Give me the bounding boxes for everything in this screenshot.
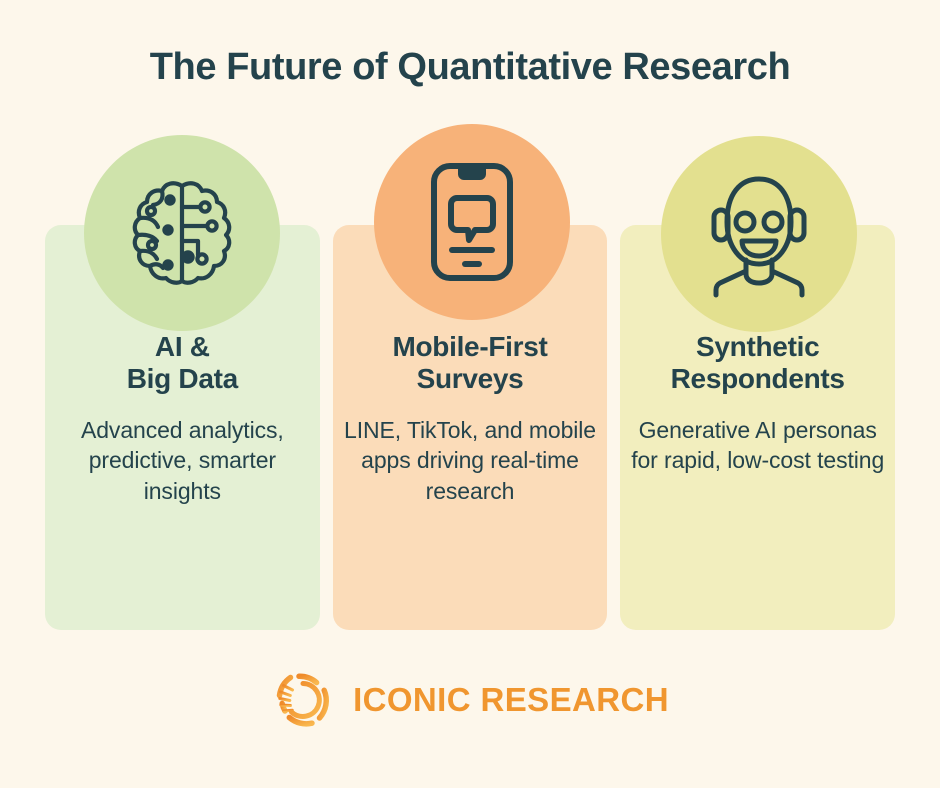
brand-footer: ICONIC RESEARCH bbox=[0, 668, 940, 732]
icon-circle-ai-big-data bbox=[84, 135, 280, 331]
card-mobile-first-surveys: Mobile-First Surveys LINE, TikTok, and m… bbox=[332, 225, 608, 630]
card-title-mobile-first-surveys: Mobile-First Surveys bbox=[392, 331, 548, 394]
card-description-synthetic-respondents: Generative AI personas for rapid, low-co… bbox=[631, 416, 885, 474]
page-title: The Future of Quantitative Research bbox=[149, 46, 791, 88]
card-content-ai-big-data: AI & Big Data Advanced analytics, predic… bbox=[53, 331, 312, 507]
card-description-ai-big-data: Advanced analytics, predictive, smarter … bbox=[81, 416, 284, 504]
card-title-synthetic-respondents: Synthetic Respondents bbox=[670, 331, 845, 394]
icon-circle-synthetic-respondents bbox=[661, 136, 857, 332]
mobile-phone-chat-icon bbox=[431, 163, 513, 281]
icon-circle-mobile-first-surveys bbox=[374, 124, 570, 320]
brand-name: ICONIC RESEARCH bbox=[353, 681, 669, 718]
brain-circuit-icon bbox=[132, 181, 232, 285]
persona-avatar-icon bbox=[711, 176, 807, 298]
card-description-mobile-first-surveys: LINE, TikTok, and mobile apps driving re… bbox=[344, 416, 596, 504]
card-content-synthetic-respondents: Synthetic Respondents Generative AI pers… bbox=[628, 331, 887, 476]
segmented-ring-logo-icon bbox=[276, 673, 330, 727]
card-content-mobile-first-surveys: Mobile-First Surveys LINE, TikTok, and m… bbox=[341, 331, 600, 507]
card-synthetic-respondents: Synthetic Respondents Generative AI pers… bbox=[620, 225, 896, 630]
card-title-ai-big-data: AI & Big Data bbox=[126, 331, 238, 394]
